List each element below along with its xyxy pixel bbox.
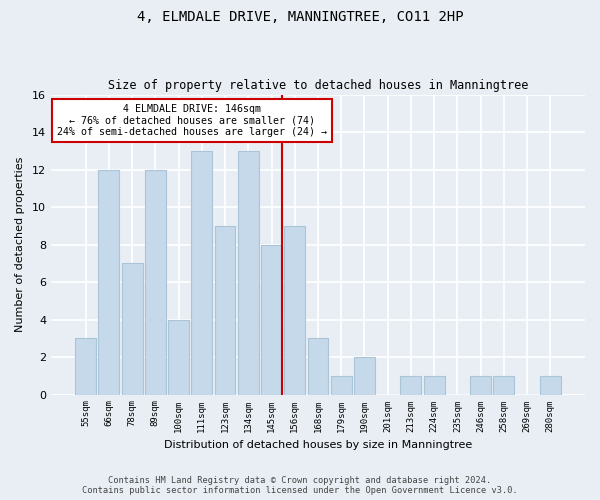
Text: Contains HM Land Registry data © Crown copyright and database right 2024.
Contai: Contains HM Land Registry data © Crown c… bbox=[82, 476, 518, 495]
Bar bbox=[145, 170, 166, 394]
Bar bbox=[493, 376, 514, 394]
Bar bbox=[400, 376, 421, 394]
Text: 4, ELMDALE DRIVE, MANNINGTREE, CO11 2HP: 4, ELMDALE DRIVE, MANNINGTREE, CO11 2HP bbox=[137, 10, 463, 24]
Bar bbox=[331, 376, 352, 394]
Bar bbox=[75, 338, 96, 394]
Title: Size of property relative to detached houses in Manningtree: Size of property relative to detached ho… bbox=[108, 79, 528, 92]
Bar bbox=[168, 320, 189, 394]
Bar bbox=[354, 357, 375, 395]
Bar bbox=[470, 376, 491, 394]
Bar bbox=[98, 170, 119, 394]
Bar bbox=[424, 376, 445, 394]
Bar bbox=[284, 226, 305, 394]
Bar bbox=[215, 226, 235, 394]
Bar bbox=[261, 244, 282, 394]
Bar bbox=[191, 151, 212, 394]
Bar bbox=[308, 338, 328, 394]
Bar bbox=[122, 264, 143, 394]
Text: 4 ELMDALE DRIVE: 146sqm
← 76% of detached houses are smaller (74)
24% of semi-de: 4 ELMDALE DRIVE: 146sqm ← 76% of detache… bbox=[58, 104, 328, 137]
Bar bbox=[540, 376, 561, 394]
Bar bbox=[238, 151, 259, 394]
X-axis label: Distribution of detached houses by size in Manningtree: Distribution of detached houses by size … bbox=[164, 440, 472, 450]
Y-axis label: Number of detached properties: Number of detached properties bbox=[15, 157, 25, 332]
